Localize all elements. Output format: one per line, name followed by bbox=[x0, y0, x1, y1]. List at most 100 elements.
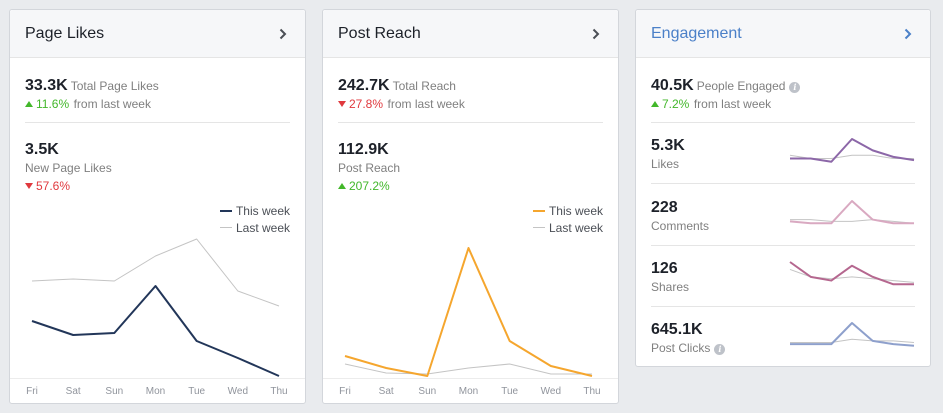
people-engaged-change: 7.2% bbox=[662, 97, 690, 111]
chart-legend: This week Last week bbox=[219, 202, 290, 236]
likes-sparkline bbox=[789, 138, 915, 163]
x-tick-wed: Wed bbox=[227, 386, 249, 397]
sparkline-this-week bbox=[790, 138, 915, 163]
post-clicks-label: Post Clicks bbox=[651, 341, 711, 355]
triangle-up-icon bbox=[25, 101, 33, 107]
shares-value: 126 bbox=[651, 260, 678, 277]
sparkline-this-week bbox=[789, 261, 914, 286]
new-page-likes-change: 57.6% bbox=[36, 179, 71, 193]
divider bbox=[25, 122, 290, 123]
page-likes-title: Page Likes bbox=[25, 24, 105, 42]
triangle-down-icon bbox=[338, 101, 346, 107]
x-axis: Fri Sat Sun Mon Tue Wed Thu bbox=[323, 378, 618, 403]
series-line-this-week bbox=[344, 247, 593, 377]
x-axis: Fri Sat Sun Mon Tue Wed Thu bbox=[10, 378, 305, 403]
engagement-header[interactable]: Engagement bbox=[636, 10, 930, 58]
total-reach-change: 27.8% bbox=[349, 97, 384, 111]
info-icon[interactable]: i bbox=[714, 344, 726, 355]
shares-label: Shares bbox=[651, 280, 690, 294]
post-clicks-value: 645.1K bbox=[651, 321, 703, 338]
engagement-card: Engagement 40.5K People Engaged i 7.2% fro… bbox=[635, 9, 931, 367]
comments-label: Comments bbox=[651, 219, 710, 233]
x-tick-fri: Fri bbox=[339, 386, 351, 397]
post-reach-label: Post Reach bbox=[338, 161, 401, 175]
x-tick-thu: Thu bbox=[583, 386, 601, 397]
sparkline-last-week bbox=[790, 338, 915, 343]
x-tick-sat: Sat bbox=[65, 386, 81, 397]
legend-this-week: This week bbox=[235, 203, 290, 218]
post-reach-header[interactable]: Post Reach bbox=[323, 10, 618, 58]
page-likes-header[interactable]: Page Likes bbox=[10, 10, 305, 58]
change-suffix: from last week bbox=[73, 97, 151, 111]
post-clicks-sparkline bbox=[790, 322, 915, 347]
post-reach-chart bbox=[344, 247, 593, 377]
post-reach-title: Post Reach bbox=[338, 24, 421, 42]
likes-value: 5.3K bbox=[651, 137, 685, 154]
x-tick-sat: Sat bbox=[378, 386, 394, 397]
sparkline-last-week bbox=[790, 219, 915, 224]
legend-last-week: Last week bbox=[235, 220, 290, 235]
series-line-last-week bbox=[344, 363, 592, 375]
x-tick-thu: Thu bbox=[270, 386, 288, 397]
info-icon[interactable]: i bbox=[789, 82, 801, 93]
total-reach-value: 242.7K bbox=[338, 77, 390, 94]
shares-sparkline bbox=[789, 261, 915, 286]
chart-legend: This week Last week bbox=[532, 202, 603, 236]
total-page-likes-label: Total Page Likes bbox=[70, 79, 159, 93]
total-page-likes-value: 33.3K bbox=[25, 77, 68, 94]
total-page-likes-change: 11.6% bbox=[36, 97, 70, 111]
new-page-likes-label: New Page Likes bbox=[25, 161, 112, 175]
engagement-row-likes[interactable]: 5.3K Likes bbox=[651, 137, 916, 197]
page-likes-chart bbox=[31, 238, 280, 377]
legend-swatch-last-week bbox=[532, 227, 545, 228]
engagement-row-shares[interactable]: 126 Shares bbox=[651, 260, 916, 320]
comments-sparkline bbox=[789, 200, 915, 225]
total-reach-label: Total Reach bbox=[392, 79, 456, 93]
x-tick-sun: Sun bbox=[418, 386, 437, 397]
legend-swatch-this-week bbox=[532, 209, 545, 212]
divider bbox=[651, 183, 915, 184]
x-tick-wed: Wed bbox=[540, 386, 562, 397]
new-page-likes-value: 3.5K bbox=[25, 141, 59, 158]
triangle-up-icon bbox=[338, 183, 346, 189]
x-tick-mon: Mon bbox=[145, 386, 166, 397]
series-line-last-week bbox=[31, 238, 280, 307]
legend-last-week: Last week bbox=[548, 220, 603, 235]
triangle-up-icon bbox=[651, 101, 659, 107]
sparkline-this-week bbox=[790, 322, 915, 347]
legend-this-week: This week bbox=[548, 203, 603, 218]
post-reach-value: 112.9K bbox=[338, 141, 389, 158]
divider bbox=[651, 122, 915, 123]
total-page-likes-stat: 33.3K Total Page Likes 11.6% from last we… bbox=[25, 77, 159, 113]
legend-swatch-last-week bbox=[219, 227, 232, 228]
x-tick-mon: Mon bbox=[458, 386, 479, 397]
chevron-right-icon[interactable] bbox=[900, 26, 916, 42]
legend-swatch-this-week bbox=[219, 209, 232, 212]
people-engaged-stat: 40.5K People Engaged i 7.2% from last week bbox=[651, 77, 801, 113]
engagement-title[interactable]: Engagement bbox=[651, 24, 742, 42]
post-reach-stat: 112.9K Post Reach 207.2% bbox=[338, 141, 400, 195]
chevron-right-icon[interactable] bbox=[275, 26, 291, 42]
change-suffix: from last week bbox=[693, 97, 772, 111]
new-page-likes-stat: 3.5K New Page Likes 57.6% bbox=[25, 141, 112, 195]
post-reach-change: 207.2% bbox=[349, 179, 390, 193]
divider bbox=[338, 122, 603, 123]
x-tick-tue: Tue bbox=[188, 386, 206, 397]
people-engaged-label: People Engaged bbox=[696, 79, 786, 93]
sparkline-this-week bbox=[789, 200, 914, 225]
change-suffix: from last week bbox=[387, 97, 465, 111]
total-reach-stat: 242.7K Total Reach 27.8% from last week bbox=[338, 77, 465, 113]
engagement-row-comments[interactable]: 228 Comments bbox=[651, 199, 916, 259]
post-reach-card: Post Reach 242.7K Total Reach 27.8% from … bbox=[322, 9, 619, 404]
x-tick-fri: Fri bbox=[26, 386, 38, 397]
series-line-this-week bbox=[31, 285, 280, 377]
divider bbox=[651, 306, 915, 307]
comments-value: 228 bbox=[651, 199, 678, 216]
likes-label: Likes bbox=[651, 157, 680, 171]
chevron-right-icon[interactable] bbox=[588, 26, 604, 42]
people-engaged-value: 40.5K bbox=[651, 77, 694, 94]
triangle-down-icon bbox=[25, 183, 33, 189]
x-tick-tue: Tue bbox=[501, 386, 519, 397]
engagement-row-post-clicks[interactable]: 645.1K Post Clicks i bbox=[651, 321, 916, 381]
page-likes-card: Page Likes 33.3K Total Page Likes 11.6% f… bbox=[9, 9, 306, 404]
